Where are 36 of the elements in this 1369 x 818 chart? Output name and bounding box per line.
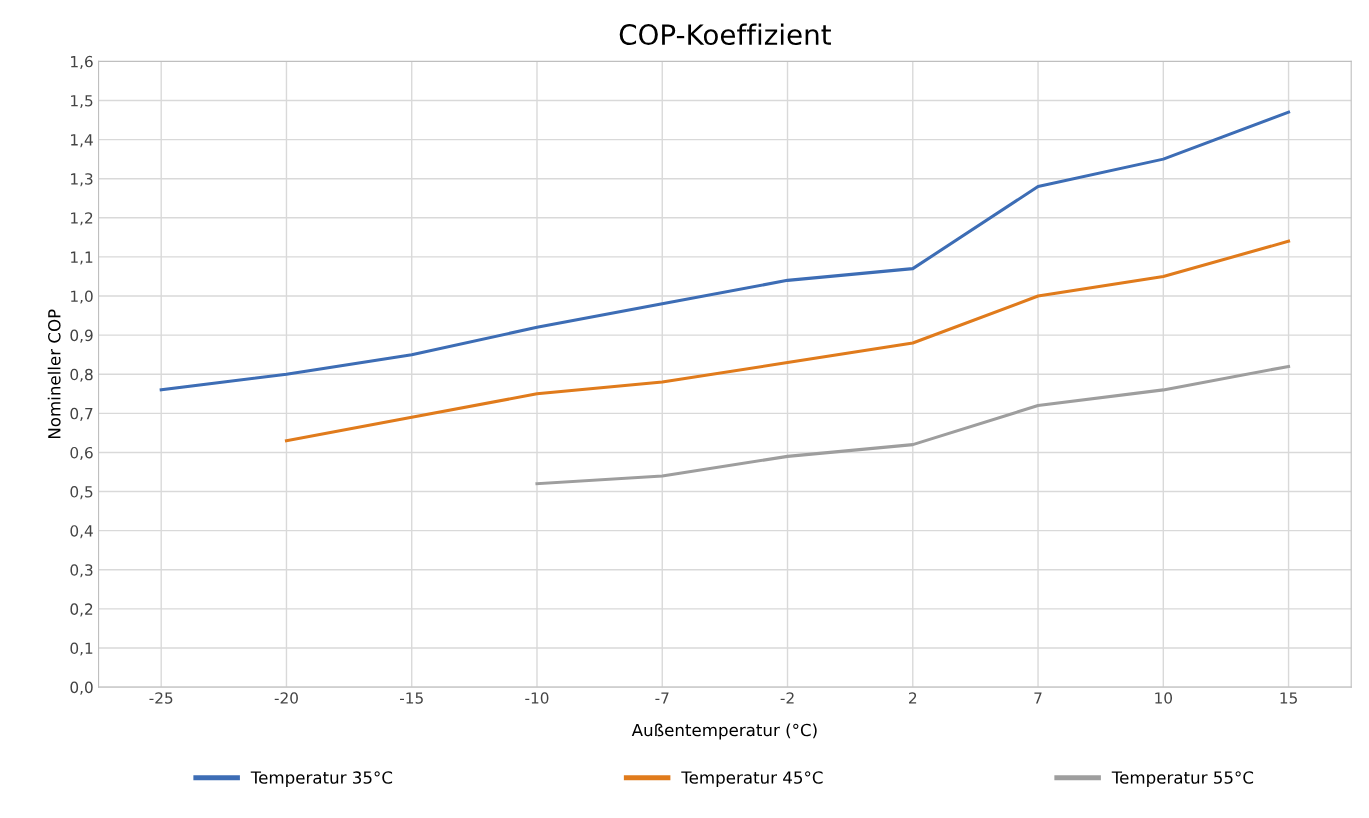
y-tick-label: 0,2: [70, 603, 93, 617]
x-tick-label: 15: [1280, 692, 1297, 704]
y-tick-label: 0,0: [70, 681, 93, 695]
y-tick-label: 0,6: [70, 446, 93, 461]
chart-title: COP-Koeffizient: [619, 23, 831, 46]
legend-label: Temperatur 35°C: [250, 771, 393, 788]
y-tick-label: 1,6: [71, 55, 93, 69]
x-tick-label: -25: [149, 692, 173, 704]
y-tick-label: 0,1: [70, 642, 93, 656]
y-tick-label: 0,3: [70, 564, 93, 578]
y-tick-label: 1,1: [71, 251, 93, 265]
x-tick-label: -15: [400, 692, 423, 704]
x-tick-label: -10: [525, 692, 549, 704]
line-series: [284, 239, 1291, 443]
y-tick-label: 0,9: [70, 329, 93, 343]
y-tick-label: 0,8: [70, 368, 93, 382]
legend-label: Temperatur 45°C: [681, 771, 823, 788]
x-tick-label: 10: [1155, 692, 1173, 704]
y-tick-label: 1,3: [71, 173, 93, 187]
y-tick-label: 0,5: [70, 486, 93, 500]
y-tick-label: 0,7: [70, 407, 93, 421]
x-tick-label: 7: [1034, 692, 1042, 704]
x-tick-label: 2: [909, 692, 917, 704]
y-tick-label: 1,2: [71, 212, 93, 226]
x-axis-title: Außentemperatur (°C): [631, 723, 817, 740]
y-tick-label: 1,4: [71, 134, 93, 148]
x-tick-label: -20: [274, 692, 298, 704]
legend-label: Temperatur 55°C: [1111, 771, 1254, 788]
y-tick-label: 1,5: [71, 95, 93, 109]
y-tick-label: 0,4: [70, 525, 93, 539]
y-axis-title: Nomineller COP: [47, 309, 61, 439]
line-series: [159, 110, 1291, 392]
x-tick-label: -2: [780, 692, 794, 704]
line-series: [535, 364, 1291, 486]
y-tick-label: 1,0: [71, 290, 93, 304]
x-tick-label: -7: [655, 692, 669, 704]
